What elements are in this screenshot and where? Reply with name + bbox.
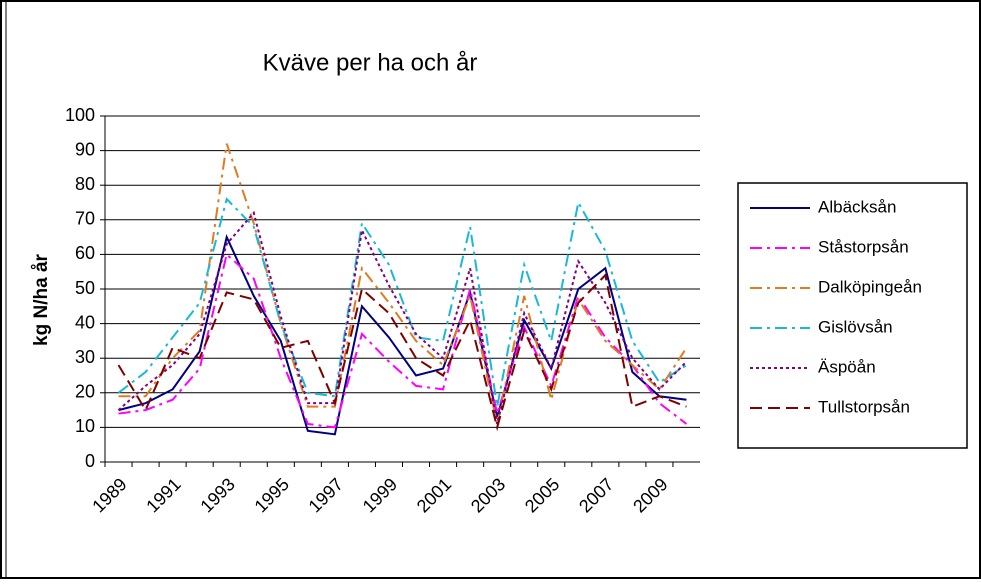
y-tick-label: 100 [65, 105, 95, 125]
y-tick-label: 70 [75, 209, 95, 229]
y-tick-label: 30 [75, 347, 95, 367]
y-axis-label: kg N/ha år [31, 253, 52, 345]
y-tick-label: 60 [75, 243, 95, 263]
legend-label: Albäcksån [818, 197, 896, 216]
y-tick-label: 10 [75, 416, 95, 436]
legend-label: Ståstorpsån [818, 237, 909, 256]
legend-label: Dalköpingeån [818, 277, 922, 296]
series-line [118, 252, 688, 429]
series-line [117, 210, 688, 425]
y-tick-label: 80 [75, 174, 95, 194]
y-tick-label: 20 [75, 382, 95, 402]
legend-label: Tullstorpsån [818, 397, 910, 416]
legend-label: Äspöån [818, 357, 876, 376]
legend-box [737, 182, 968, 449]
y-tick-label: 50 [75, 278, 95, 298]
y-tick-label: 40 [75, 312, 95, 332]
y-tick-label: 0 [85, 451, 95, 471]
series-line [118, 143, 688, 425]
series-line [118, 234, 687, 436]
chart-title: Kväve per ha och år [263, 49, 478, 76]
series-line [117, 273, 687, 432]
y-tick-label: 90 [75, 139, 95, 159]
series-line [117, 197, 688, 407]
legend-label: Gislövsån [818, 317, 893, 336]
